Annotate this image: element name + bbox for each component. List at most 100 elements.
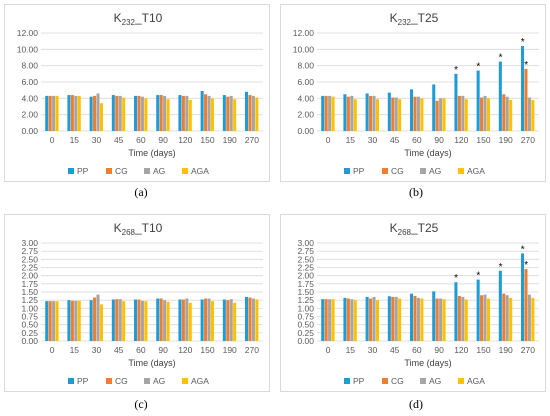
legend-swatch-ag xyxy=(144,378,150,384)
bar-aga-30 xyxy=(99,304,103,341)
bar-pp-150 xyxy=(200,299,204,341)
y-tick-label: 10.00 xyxy=(293,44,315,54)
x-tick-label: 150 xyxy=(476,345,490,355)
bar-cg-90 xyxy=(159,298,163,341)
bar-cg-15 xyxy=(346,298,350,341)
bar-pp-150 xyxy=(476,70,480,131)
bar-pp-0 xyxy=(45,301,49,341)
bar-ag-270 xyxy=(527,294,531,341)
y-tick-label: 0.00 xyxy=(21,126,38,136)
y-tick-label: 6.00 xyxy=(297,77,314,87)
legend-label-aga: AGA xyxy=(467,376,485,386)
bar-cg-30 xyxy=(93,297,97,341)
bar-aga-15 xyxy=(77,95,81,131)
bar-cg-60 xyxy=(413,96,417,131)
legend-label-pp: PP xyxy=(353,376,365,386)
y-tick-label: 8.00 xyxy=(297,61,314,71)
bar-cg-15 xyxy=(346,96,350,131)
bar-ag-120 xyxy=(461,95,465,131)
x-axis-label: Time (days) xyxy=(128,358,175,368)
x-tick-label: 0 xyxy=(326,135,331,145)
y-tick-label: 2.25 xyxy=(21,263,38,273)
y-tick-label: 2.75 xyxy=(21,246,38,256)
bar-cg-60 xyxy=(137,299,141,341)
x-tick-label: 0 xyxy=(50,135,55,145)
x-tick-label: 120 xyxy=(454,345,468,355)
bar-cg-190 xyxy=(226,96,230,131)
bar-pp-120 xyxy=(454,73,458,131)
bar-ag-150 xyxy=(207,298,211,341)
legend-swatch-cg xyxy=(106,168,112,174)
legend-swatch-ag xyxy=(420,168,426,174)
x-tick-label: 150 xyxy=(476,135,490,145)
legend-swatch-aga xyxy=(182,168,188,174)
bar-cg-90 xyxy=(159,95,163,131)
bar-aga-15 xyxy=(353,99,357,131)
legend-label-cg: CG xyxy=(391,166,404,176)
bar-ag-60 xyxy=(416,96,420,131)
chart-title: K232_T25 xyxy=(390,11,439,27)
bar-cg-190 xyxy=(502,94,506,131)
bar-aga-190 xyxy=(233,302,237,341)
x-tick-label: 60 xyxy=(412,345,422,355)
bar-pp-45 xyxy=(111,95,115,131)
y-tick-label: 3.00 xyxy=(21,238,38,248)
bar-cg-120 xyxy=(457,95,461,131)
bar-aga-60 xyxy=(420,298,424,341)
x-tick-label: 45 xyxy=(390,135,400,145)
bar-pp-190 xyxy=(222,299,226,341)
bar-cg-30 xyxy=(369,95,373,131)
bar-aga-60 xyxy=(420,98,424,131)
bar-pp-120 xyxy=(178,95,182,131)
bar-pp-60 xyxy=(410,89,414,131)
legend-swatch-aga xyxy=(182,378,188,384)
bar-pp-90 xyxy=(156,298,160,341)
bar-pp-45 xyxy=(387,296,391,341)
bar-cg-15 xyxy=(70,95,74,131)
bar-aga-120 xyxy=(464,99,468,131)
bar-pp-150 xyxy=(200,90,204,131)
bar-aga-120 xyxy=(188,99,192,131)
bar-aga-60 xyxy=(144,301,148,341)
bar-aga-0 xyxy=(55,301,59,341)
bar-ag-90 xyxy=(163,95,167,131)
chart-svg-k232-t10: K232_T10 0.00 2.00 4.00 6.00 8.00 10.00 12.00 0 1… xyxy=(17,11,263,176)
x-tick-label: 150 xyxy=(200,345,214,355)
significance-asterisk: * xyxy=(521,244,525,255)
bar-pp-30 xyxy=(365,296,369,341)
bar-aga-150 xyxy=(210,301,214,341)
y-tick-label: 0.25 xyxy=(21,328,38,338)
significance-asterisk: * xyxy=(454,65,458,76)
bar-aga-190 xyxy=(233,99,237,131)
legend-swatch-aga xyxy=(458,168,464,174)
bar-ag-190 xyxy=(229,95,233,131)
bar-ag-90 xyxy=(439,298,443,341)
x-tick-label: 30 xyxy=(92,135,102,145)
significance-asterisk: * xyxy=(524,260,528,271)
bar-aga-0 xyxy=(55,95,59,131)
chart-title: K268_T25 xyxy=(390,221,439,237)
bar-cg-30 xyxy=(369,298,373,341)
y-tick-label: 2.00 xyxy=(21,271,38,281)
bar-aga-30 xyxy=(375,300,379,341)
y-tick-label: 6.00 xyxy=(21,77,38,87)
bar-aga-270 xyxy=(255,299,259,341)
bar-pp-120 xyxy=(454,282,458,341)
x-tick-label: 120 xyxy=(454,135,468,145)
bar-cg-0 xyxy=(48,95,52,131)
x-tick-label: 45 xyxy=(390,345,400,355)
x-tick-label: 120 xyxy=(178,345,192,355)
y-tick-label: 1.75 xyxy=(297,279,314,289)
caption-c: (c) xyxy=(134,397,148,411)
bar-ag-270 xyxy=(251,95,255,131)
bar-pp-60 xyxy=(134,299,138,341)
legend-swatch-cg xyxy=(382,378,388,384)
legend-label-cg: CG xyxy=(391,376,404,386)
bar-aga-150 xyxy=(210,98,214,131)
bar-cg-190 xyxy=(502,293,506,341)
bar-pp-60 xyxy=(410,293,414,341)
bar-ag-190 xyxy=(505,295,509,341)
y-tick-label: 0.00 xyxy=(297,336,314,346)
bar-cg-150 xyxy=(480,97,484,131)
x-axis-label: Time (days) xyxy=(404,358,451,368)
